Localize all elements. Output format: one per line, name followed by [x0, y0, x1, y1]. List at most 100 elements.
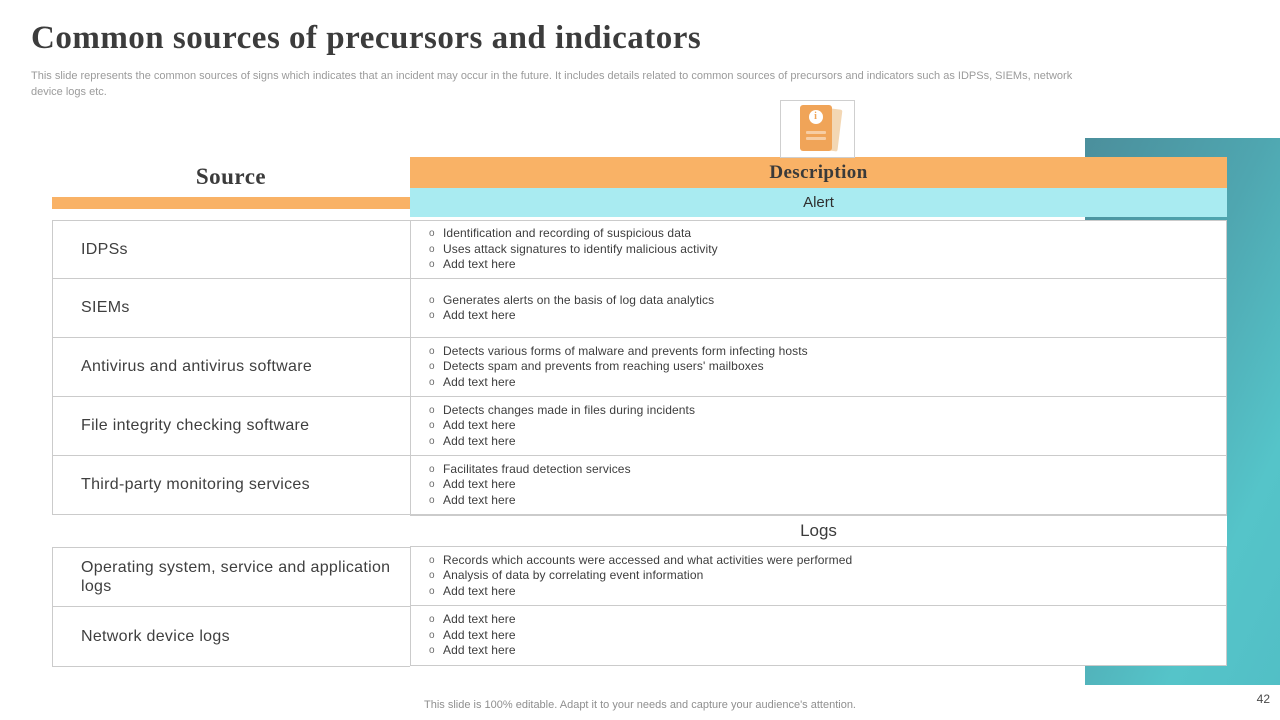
bullet-list: o Generates alerts on the basis of log da… [423, 293, 1216, 324]
source-row-label: Operating system, service and applicatio… [81, 558, 391, 595]
bullet-item: o Detects changes made in files during in… [423, 403, 1216, 419]
description-row: o Generates alerts on the basis of log da… [410, 279, 1227, 338]
bullet-item: o Detects various forms of malware and pr… [423, 344, 1216, 360]
bullet-marker: o [429, 645, 435, 657]
bullet-text: Add text here [443, 583, 516, 598]
bullet-marker: o [429, 463, 435, 475]
footer-note: This slide is 100% editable. Adapt it to… [424, 699, 856, 711]
source-rows-logs: Operating system, service and applicatio… [52, 547, 410, 667]
bullet-marker: o [429, 479, 435, 491]
bullet-text: Add text here [443, 308, 516, 322]
bullet-item: o Detects spam and prevents from reaching… [423, 359, 1216, 375]
slide-subtitle: This slide represents the common sources… [31, 70, 1073, 98]
bullet-item: o Records which accounts were accessed an… [423, 553, 1216, 569]
source-row-label: SIEMs [81, 299, 130, 317]
source-row-label: Antivirus and antivirus software [81, 358, 313, 376]
source-row: Operating system, service and applicatio… [52, 547, 410, 607]
source-row-label: IDPSs [81, 240, 128, 258]
source-row: Network device logs [52, 607, 410, 667]
bullet-item: o Add text here [423, 257, 1216, 273]
info-icon: i [808, 110, 823, 124]
description-row: o Detects changes made in files during in… [410, 397, 1227, 456]
bullet-marker: o [429, 494, 435, 506]
bullet-text: Add text here [443, 643, 516, 658]
source-row-label: File integrity checking software [81, 417, 310, 435]
page-number: 42 [1256, 692, 1270, 706]
bullet-item: o Add text here [423, 584, 1216, 600]
bullet-marker: o [429, 243, 435, 255]
info-document-icon: i [798, 105, 842, 153]
bullet-marker: o [429, 420, 435, 432]
source-row: IDPSs [52, 220, 410, 279]
bullet-marker: o [429, 404, 435, 416]
description-column: Description Alert o Identification and re… [410, 157, 1227, 666]
description-row: o Detects various forms of malware and pr… [410, 338, 1227, 397]
bullet-list: o Records which accounts were accessed an… [423, 553, 1216, 600]
bullet-marker: o [429, 376, 435, 388]
bullet-item: o Uses attack signatures to identify mali… [423, 242, 1216, 258]
bullet-marker: o [429, 361, 435, 373]
bullet-marker: o [429, 614, 435, 626]
bullet-item: o Add text here [423, 628, 1216, 644]
bullet-item: o Add text here [423, 493, 1216, 509]
bullet-text: Add text here [443, 612, 516, 627]
bullet-item: o Add text here [423, 418, 1216, 434]
description-rows-logs: o Records which accounts were accessed an… [410, 546, 1227, 666]
section-band-logs: Logs [410, 515, 1227, 546]
description-row: o Records which accounts were accessed an… [410, 546, 1227, 606]
source-row-label: Third-party monitoring services [81, 476, 310, 494]
bullet-item: o Generates alerts on the basis of log da… [423, 293, 1216, 309]
bullet-marker: o [429, 345, 435, 357]
bullet-item: o Add text here [423, 375, 1216, 391]
bullet-marker: o [429, 554, 435, 566]
bullet-text: Detects various forms of malware and pre… [443, 343, 808, 358]
document-text-line [805, 131, 826, 134]
source-header-underline [52, 197, 410, 209]
page-title: Common sources of precursors and indicat… [31, 20, 702, 56]
source-row: Antivirus and antivirus software [52, 338, 410, 397]
bullet-list: o Detects changes made in files during in… [423, 403, 1216, 450]
bullet-item: o Add text here [423, 434, 1216, 450]
source-row: File integrity checking software [52, 397, 410, 456]
bullet-text: Add text here [443, 492, 516, 507]
bullet-text: Detects spam and prevents from reaching … [443, 359, 764, 374]
bullet-marker: o [429, 310, 435, 321]
bullet-text: Add text here [443, 477, 516, 492]
description-row: o Add text here o Add text here o Add text he… [410, 606, 1227, 666]
document-text-line [805, 137, 826, 140]
bullet-text: Add text here [443, 627, 516, 642]
header-icon-box: i [780, 100, 855, 158]
source-row-label: Network device logs [81, 627, 230, 645]
bullet-item: o Facilitates fraud detection services [423, 462, 1216, 478]
bullet-marker: o [429, 294, 435, 306]
bullet-text: Records which accounts were accessed and… [443, 552, 853, 567]
bullet-text: Detects changes made in files during inc… [443, 402, 696, 417]
bullet-marker: o [429, 435, 435, 447]
bullet-item: o Add text here [423, 643, 1216, 659]
bullet-marker: o [429, 259, 435, 271]
description-rows-alert: o Identification and recording of suspici… [410, 220, 1227, 515]
bullet-item: o Identification and recording of suspici… [423, 226, 1216, 242]
bullet-text: Identification and recording of suspicio… [443, 226, 692, 241]
source-rows-alert: IDPSs SIEMs Antivirus and antivirus soft… [52, 220, 410, 515]
bullet-text: Add text here [443, 433, 516, 448]
section-band-alert: Alert [410, 188, 1227, 217]
bullet-list: o Facilitates fraud detection services o Ad… [423, 462, 1216, 509]
bullet-text: Uses attack signatures to identify malic… [443, 241, 718, 256]
bullet-list: o Identification and recording of suspici… [423, 226, 1216, 273]
bullet-item: o Add text here [423, 477, 1216, 493]
bullet-list: o Add text here o Add text here o Add text he… [423, 612, 1216, 659]
source-row: Third-party monitoring services [52, 456, 410, 515]
bullet-text: Generates alerts on the basis of log dat… [443, 292, 715, 307]
bullet-item: o Add text here [423, 308, 1216, 324]
bullet-list: o Detects various forms of malware and pr… [423, 344, 1216, 391]
document-front-page: i [799, 105, 832, 151]
bullet-text: Facilitates fraud detection services [443, 461, 631, 476]
bullet-text: Analysis of data by correlating event in… [443, 568, 704, 583]
bullet-item: o Analysis of data by correlating event i… [423, 568, 1216, 584]
bullet-text: Add text here [443, 257, 516, 272]
source-row: SIEMs [52, 279, 410, 338]
bullet-marker: o [429, 228, 435, 240]
bullet-item: o Add text here [423, 612, 1216, 628]
